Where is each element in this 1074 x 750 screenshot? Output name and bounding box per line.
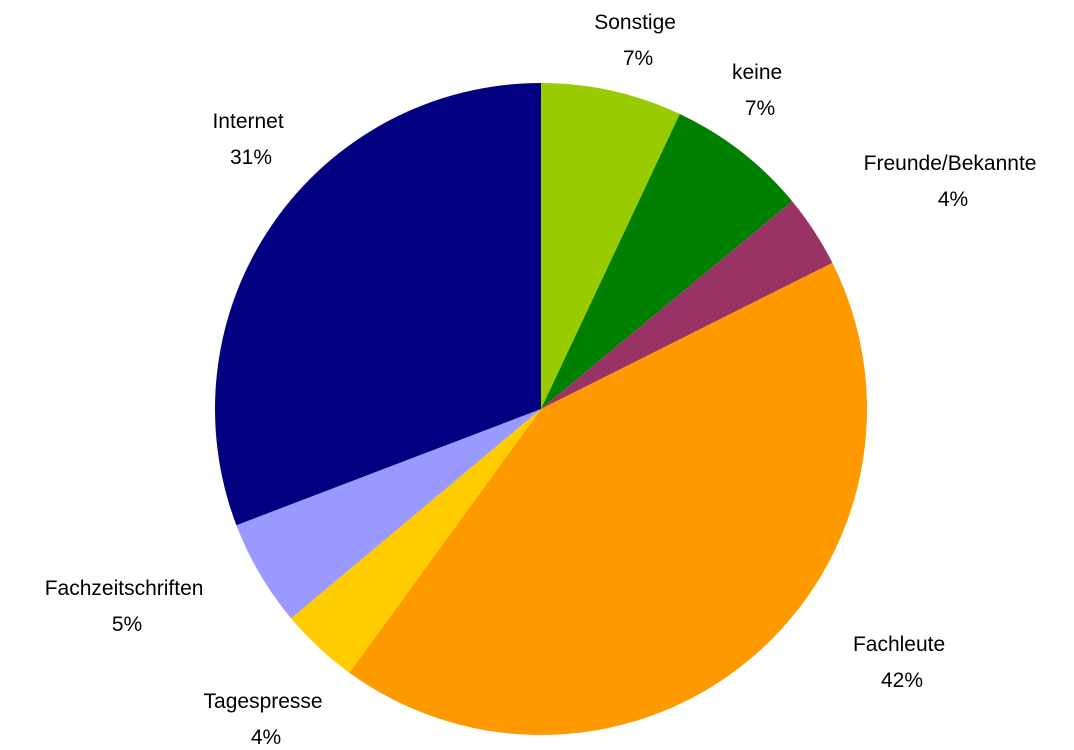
slice-label-sonstige-name: Sonstige <box>594 11 676 34</box>
slice-label-freunde-bekannte-name: Freunde/Bekannte <box>864 152 1037 175</box>
pie-slice-fachleute <box>349 262 867 735</box>
slice-label-fachleute-percent: 42% <box>881 669 923 692</box>
slice-label-keine-percent: 7% <box>745 97 775 120</box>
slice-label-freunde-bekannte: Freunde/Bekannte 4% <box>864 152 1043 211</box>
pie-slice-freunde-bekannte <box>541 201 833 409</box>
slice-label-sonstige-percent: 7% <box>623 47 653 70</box>
slice-label-tagespresse-name: Tagespresse <box>204 690 323 713</box>
slice-label-fachleute-name: Fachleute <box>853 633 945 656</box>
slice-label-freunde-bekannte-percent: 4% <box>938 188 968 211</box>
slice-label-tagespresse: Tagespresse 4% <box>204 690 329 749</box>
pie-slice-tagespresse <box>291 409 541 673</box>
pie-slice-keine <box>541 114 793 409</box>
slice-label-tagespresse-percent: 4% <box>251 726 281 749</box>
slice-label-keine-name: keine <box>732 61 782 84</box>
slice-label-fachleute: Fachleute 42% <box>853 633 951 692</box>
pie-labels: Sonstige 7% keine 7% Freunde/Bekannte 4%… <box>45 11 1043 749</box>
slice-label-internet-name: Internet <box>212 110 283 133</box>
slice-label-fachzeitschriften-name: Fachzeitschriften <box>45 577 204 600</box>
slice-label-fachzeitschriften: Fachzeitschriften 5% <box>45 577 210 636</box>
slice-label-fachzeitschriften-percent: 5% <box>112 613 142 636</box>
slice-label-internet-percent: 31% <box>230 146 272 169</box>
pie-slices <box>215 83 867 735</box>
slice-label-keine: keine 7% <box>732 61 788 120</box>
slice-label-sonstige: Sonstige 7% <box>594 11 682 70</box>
pie-slice-internet <box>215 83 542 526</box>
pie-slice-fachzeitschriften <box>236 409 541 619</box>
pie-slice-sonstige <box>541 83 680 409</box>
slice-label-internet: Internet 31% <box>212 110 289 169</box>
